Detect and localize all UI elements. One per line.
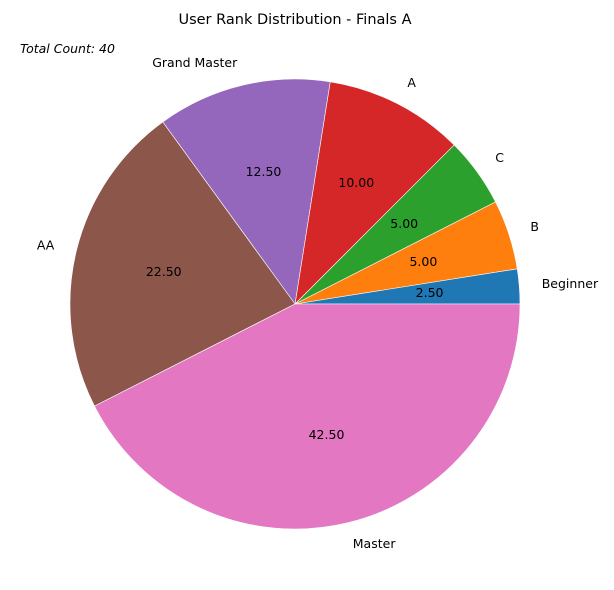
slice-value-beginner: 2.50 xyxy=(416,285,444,300)
slice-value-grand-master: 12.50 xyxy=(246,164,282,179)
slice-value-a: 10.00 xyxy=(338,175,374,190)
slice-label-aa: AA xyxy=(37,238,55,253)
slice-label-b: B xyxy=(530,219,539,234)
slice-value-aa: 22.50 xyxy=(146,264,182,279)
pie-slice-grand-master xyxy=(162,78,331,305)
pie-slices xyxy=(69,78,521,530)
slice-label-grand-master: Grand Master xyxy=(152,55,238,70)
slice-label-a: A xyxy=(407,75,416,90)
slice-label-master: Master xyxy=(353,536,397,551)
slice-value-b: 5.00 xyxy=(409,254,437,269)
pie-labels: Beginner 2.50 B 5.00 C 5.00 A 10.00 Grand Master… xyxy=(37,55,599,551)
slice-label-c: C xyxy=(495,150,504,165)
pie-slice-master xyxy=(94,303,521,530)
pie-slice-aa xyxy=(69,121,296,407)
slice-value-master: 42.50 xyxy=(309,427,345,442)
total-count-annotation: Total Count: 40 xyxy=(20,41,115,56)
pie-slice-a xyxy=(294,81,455,305)
slice-label-beginner: Beginner xyxy=(542,276,599,291)
chart-title: User Rank Distribution - Finals A xyxy=(178,12,411,28)
slice-value-c: 5.00 xyxy=(390,216,418,231)
